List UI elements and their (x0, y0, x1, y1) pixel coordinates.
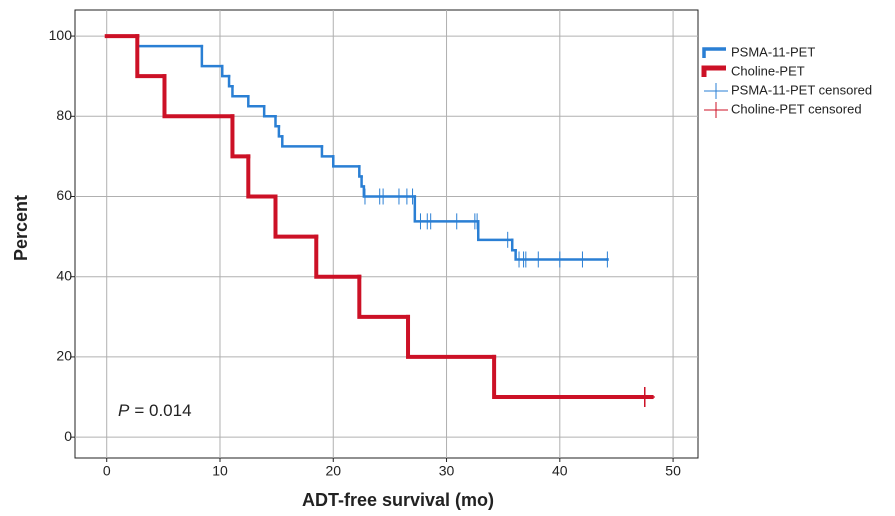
y-tick-label: 100 (49, 27, 73, 43)
survival-step (477, 220, 514, 242)
survival-step (274, 115, 281, 128)
survival-step (510, 238, 517, 252)
survival-step (200, 44, 224, 68)
legend-label: Choline-PET (731, 63, 805, 78)
survival-step (247, 94, 266, 108)
survival-step (357, 274, 411, 319)
survival-step (273, 194, 319, 239)
survival-step (281, 135, 324, 148)
survival-step (262, 105, 277, 118)
p-value: P = 0.014 (118, 401, 192, 420)
legend-label: PSMA-11-PET (731, 44, 815, 59)
survival-step (230, 114, 251, 159)
x-tick-label: 50 (665, 463, 681, 479)
legend-label: Choline-PET censored (731, 101, 862, 116)
x-axis-title: ADT-free survival (mo) (302, 490, 494, 510)
survival-step (162, 74, 235, 119)
x-tick-label: 10 (212, 463, 228, 479)
survival-step (406, 314, 497, 359)
x-tick-label: 30 (439, 463, 455, 479)
y-tick-label: 80 (56, 107, 72, 123)
survival-step (314, 234, 362, 279)
survival-step (221, 64, 231, 78)
legend-label: PSMA-11-PET censored (731, 82, 872, 97)
y-tick-label: 0 (64, 428, 72, 444)
plot-frame (74, 9, 699, 459)
survival-step (332, 155, 361, 168)
y-tick-label: 60 (56, 187, 72, 203)
survival-step (360, 175, 366, 188)
survival-step (358, 165, 363, 178)
p-text: = 0.014 (134, 401, 191, 420)
legend-swatch (702, 47, 726, 58)
survival-step (227, 74, 234, 88)
y-axis-title: Percent (11, 195, 31, 261)
x-tick-label: 40 (552, 463, 568, 479)
survival-step (514, 248, 609, 261)
survival-step (320, 145, 335, 158)
survival-step (277, 125, 284, 138)
x-tick-label: 0 (103, 463, 111, 479)
p-symbol: P (118, 401, 130, 420)
y-tick-label: 40 (56, 267, 72, 283)
survival-step (231, 84, 250, 98)
legend-swatch (704, 102, 728, 118)
legend-swatch (701, 65, 726, 77)
survival-step (492, 354, 654, 400)
survival-step (362, 185, 417, 198)
survival-step (136, 34, 204, 48)
x-tick-label: 20 (325, 463, 341, 479)
survival-step (246, 154, 278, 199)
legend-swatch (704, 83, 728, 99)
survival-step (135, 34, 167, 79)
y-tick-label: 20 (56, 348, 72, 364)
censor-mark (634, 387, 655, 408)
